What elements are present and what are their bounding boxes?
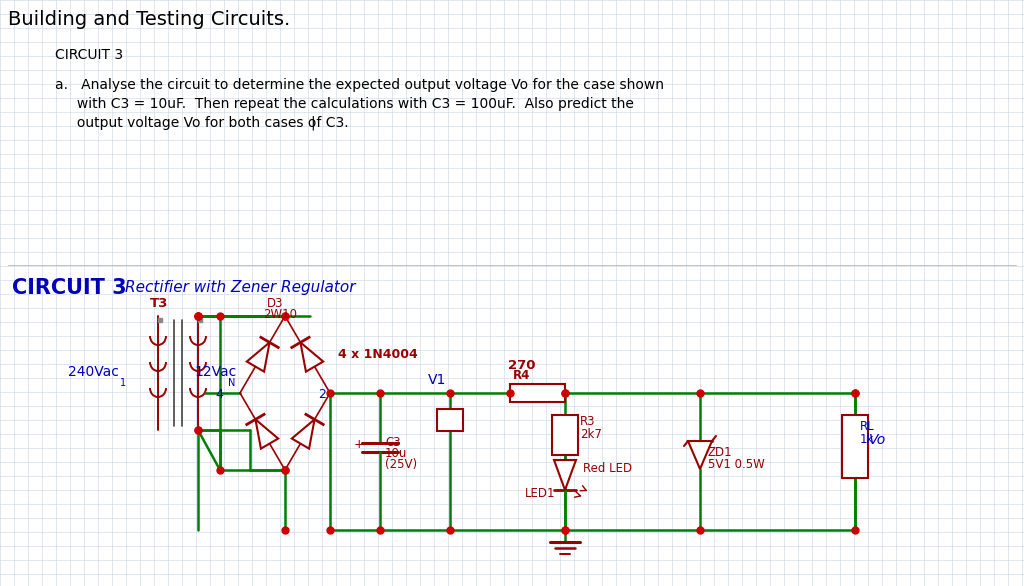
Text: ZD1: ZD1: [708, 446, 732, 459]
Bar: [552, 415, 578, 455]
Text: (25V): (25V): [385, 458, 417, 471]
Text: 2k7: 2k7: [580, 428, 602, 441]
Text: 5V1 0.5W: 5V1 0.5W: [708, 458, 765, 471]
Text: |: |: [310, 116, 314, 131]
Text: 1: 1: [120, 378, 126, 388]
Polygon shape: [688, 441, 712, 469]
Text: T3: T3: [150, 297, 168, 310]
Text: 4: 4: [215, 388, 223, 401]
Bar: [842, 415, 868, 478]
Text: N: N: [228, 378, 236, 388]
Text: CIRCUIT 3: CIRCUIT 3: [55, 48, 123, 62]
Text: 270: 270: [508, 359, 536, 372]
Text: 2W10: 2W10: [263, 308, 297, 321]
Text: CIRCUIT 3: CIRCUIT 3: [12, 278, 127, 298]
Text: 4 x 1N4004: 4 x 1N4004: [338, 348, 418, 361]
Text: 1k: 1k: [860, 433, 874, 446]
Text: V1: V1: [428, 373, 446, 387]
Text: 240Vac: 240Vac: [68, 365, 119, 379]
Text: 2: 2: [318, 388, 326, 401]
Polygon shape: [255, 420, 279, 449]
Text: RL: RL: [860, 420, 874, 433]
Polygon shape: [300, 342, 324, 372]
Text: output voltage Vo for both cases of C3.: output voltage Vo for both cases of C3.: [55, 116, 348, 130]
Text: D3: D3: [267, 297, 284, 310]
Text: +: +: [354, 438, 365, 451]
Text: 12Vac: 12Vac: [194, 365, 237, 379]
Text: Building and Testing Circuits.: Building and Testing Circuits.: [8, 10, 290, 29]
Bar: [510, 384, 565, 402]
Text: Rectifier with Zener Regulator: Rectifier with Zener Regulator: [125, 280, 355, 295]
Polygon shape: [292, 420, 314, 449]
Text: 10u: 10u: [385, 447, 408, 460]
Text: Vo: Vo: [869, 433, 886, 447]
Text: a.   Analyse the circuit to determine the expected output voltage Vo for the cas: a. Analyse the circuit to determine the …: [55, 78, 664, 92]
Text: LED1: LED1: [525, 487, 555, 500]
Text: C3: C3: [385, 436, 400, 449]
Text: R4: R4: [513, 369, 530, 382]
Polygon shape: [247, 342, 269, 372]
Bar: [437, 409, 463, 431]
Polygon shape: [554, 460, 575, 490]
Text: with C3 = 10uF.  Then repeat the calculations with C3 = 100uF.  Also predict the: with C3 = 10uF. Then repeat the calculat…: [55, 97, 634, 111]
Text: Red LED: Red LED: [583, 462, 632, 475]
Text: R3: R3: [580, 415, 596, 428]
